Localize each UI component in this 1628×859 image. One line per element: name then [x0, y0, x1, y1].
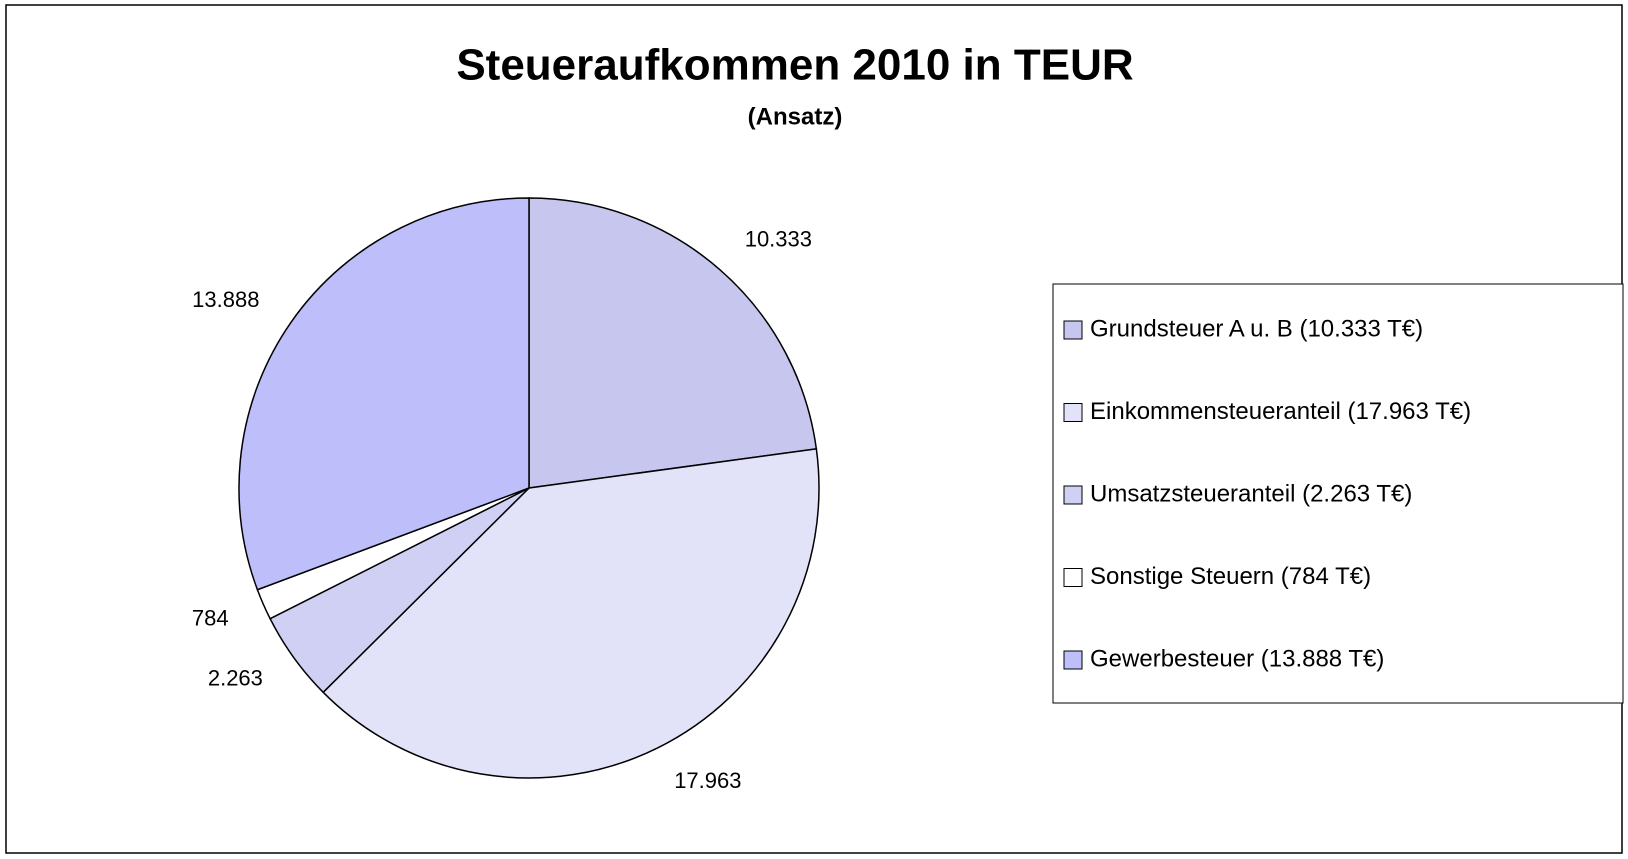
legend-swatch — [1063, 485, 1083, 505]
legend-label: Sonstige Steuern (784 T€) — [1090, 563, 1371, 590]
legend-swatch — [1063, 403, 1083, 422]
legend-swatch — [1063, 568, 1083, 587]
data-label: 2.263 — [208, 666, 263, 691]
legend-label: Einkommensteueranteil (17.963 T€) — [1090, 398, 1471, 425]
pie-slice — [528, 197, 818, 489]
legend-swatch — [1063, 320, 1083, 340]
data-label: 10.333 — [745, 227, 812, 252]
legend-label: Gewerbesteuer (13.888 T€) — [1090, 645, 1384, 672]
data-label: 13.888 — [192, 287, 259, 312]
chart-title: Steueraufkommen 2010 in TEUR — [456, 41, 1133, 90]
data-label: 17.963 — [674, 768, 741, 793]
legend-box — [1052, 283, 1624, 704]
legend-swatch — [1063, 650, 1083, 670]
pie-slice — [238, 197, 530, 591]
legend-label: Grundsteuer A u. B (10.333 T€) — [1090, 315, 1423, 342]
chart-subtitle: (Ansatz) — [748, 103, 843, 130]
data-label: 784 — [192, 605, 229, 630]
pie-slice — [322, 448, 820, 779]
legend-label: Umsatzsteueranteil (2.263 T€) — [1090, 480, 1412, 507]
